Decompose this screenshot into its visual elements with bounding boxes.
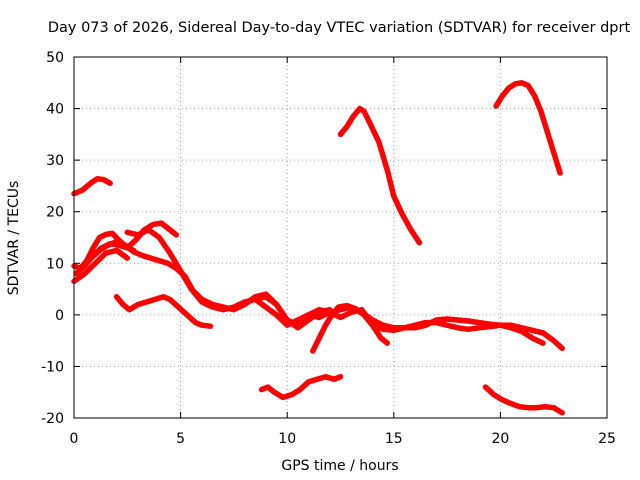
x-tick-label: 25 <box>598 431 616 447</box>
y-tick-label: -10 <box>41 359 64 375</box>
x-axis-label: GPS time / hours <box>281 458 398 474</box>
axis-ticks <box>73 56 608 419</box>
x-tick-label: 0 <box>70 431 79 447</box>
y-tick-label: 50 <box>46 50 64 66</box>
series-line-s4 <box>71 247 131 285</box>
series-line-s9 <box>310 302 391 354</box>
series-line-s12 <box>258 373 344 401</box>
series-line-s13 <box>482 384 565 416</box>
data-series <box>71 80 565 416</box>
series-line-s8 <box>252 294 565 352</box>
y-tick-label: 0 <box>55 308 64 324</box>
y-tick-label: 20 <box>46 205 64 221</box>
y-tick-label: 30 <box>46 153 64 169</box>
grid-lines <box>74 57 607 418</box>
y-tick-label: 40 <box>46 102 64 118</box>
x-tick-label: 5 <box>176 431 185 447</box>
y-tick-labels: -20 -10 0 10 20 30 40 50 <box>41 50 64 427</box>
series-line-s11 <box>493 80 563 176</box>
series-line-s1 <box>71 175 113 197</box>
series-line-s7 <box>124 227 333 331</box>
x-tick-label: 15 <box>385 431 403 447</box>
series-line-s5 <box>88 238 546 346</box>
chart-title: Day 073 of 2026, Sidereal Day-to-day VTE… <box>48 20 631 36</box>
y-axis-label: SDTVAR / TECUs <box>6 181 22 296</box>
series-line-s6 <box>113 294 214 329</box>
x-tick-labels: 0 5 10 15 20 25 <box>70 431 616 447</box>
y-tick-label: -20 <box>41 411 64 427</box>
x-tick-label: 20 <box>491 431 509 447</box>
x-tick-label: 10 <box>278 431 296 447</box>
y-tick-label: 10 <box>46 256 64 272</box>
plot-frame <box>73 56 608 419</box>
series-line-s10 <box>337 105 423 246</box>
